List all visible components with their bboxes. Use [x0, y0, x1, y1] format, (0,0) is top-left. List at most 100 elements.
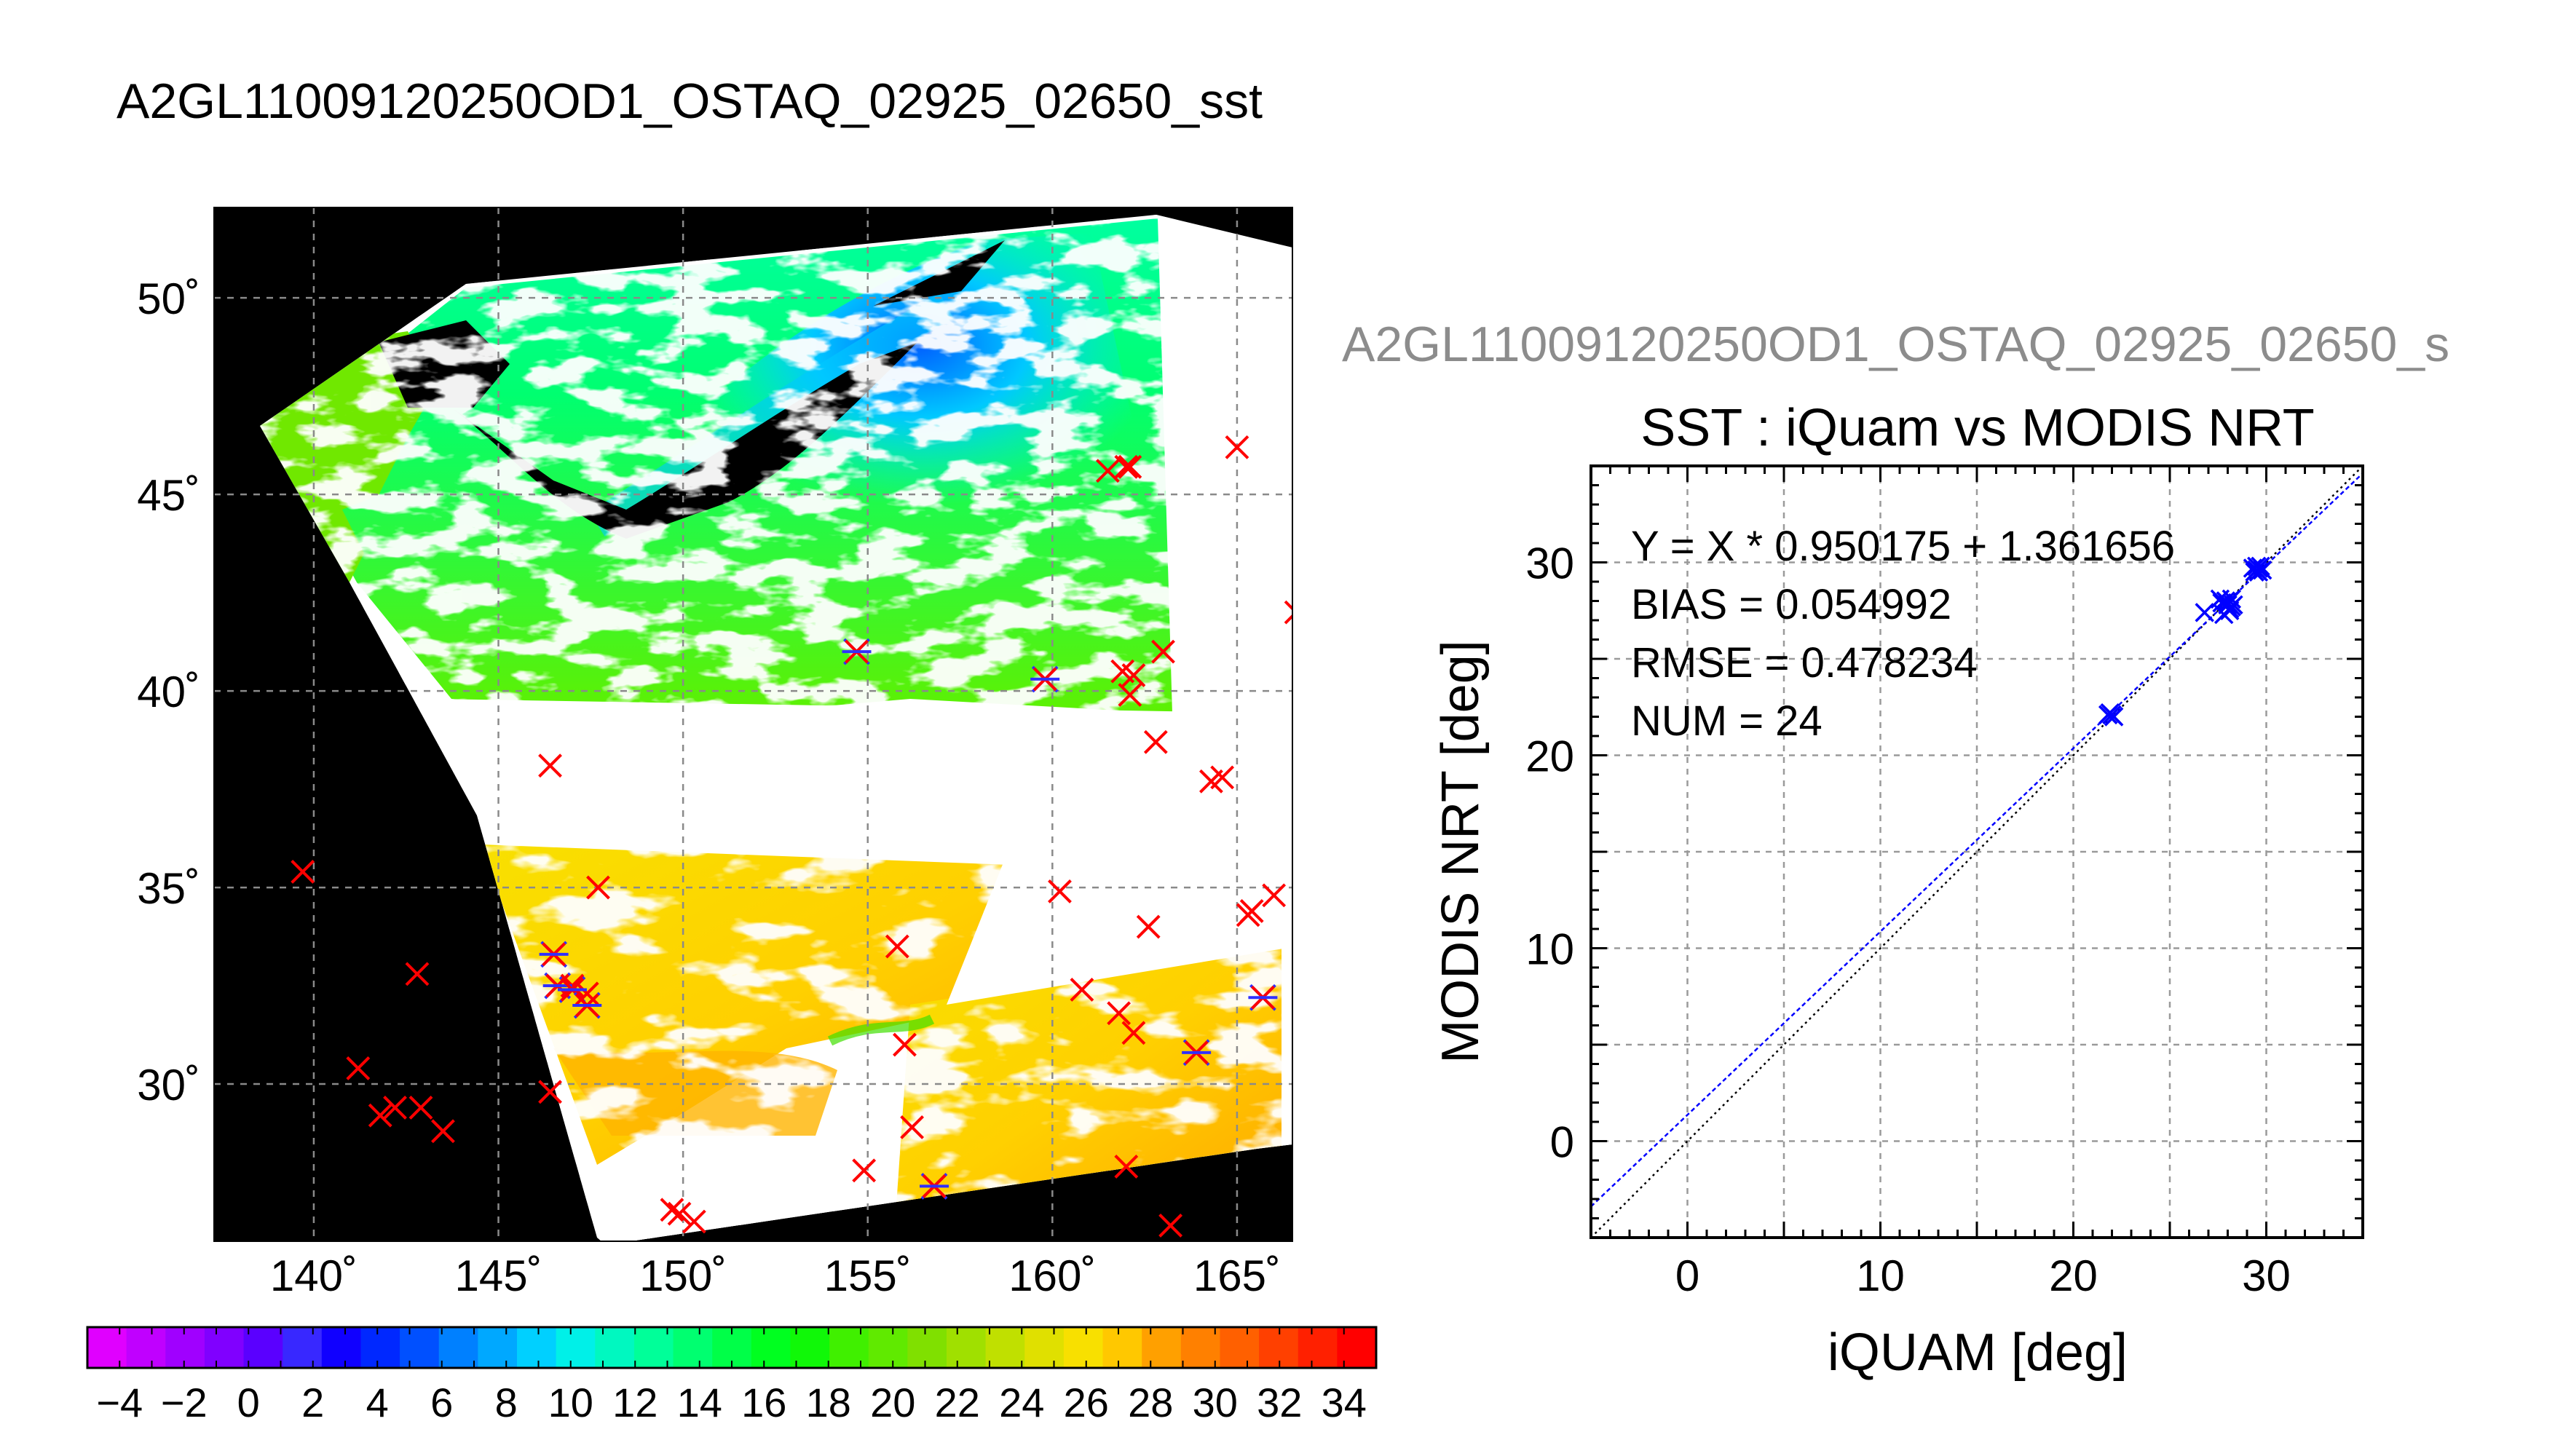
iquam-marker [346, 1056, 371, 1080]
colorbar-cell [283, 1327, 323, 1368]
iquam-marker-stroke [431, 1119, 455, 1144]
iquam-marker [383, 1096, 407, 1120]
iquam-marker-stroke [1070, 978, 1094, 1002]
iquam-marker [538, 753, 562, 778]
map-lon-tick-label: 155˚ [824, 1251, 912, 1300]
colorbar-cell [517, 1327, 557, 1368]
scatter-point [2100, 703, 2120, 723]
colorbar-cell [1063, 1327, 1104, 1368]
iquam-marker-stroke [1136, 914, 1161, 939]
iquam-marker [1210, 765, 1235, 790]
scatter-plot: SST : iQuam vs MODIS NRT 0 10 20 300102030 … [1431, 399, 2364, 1382]
iquam-marker-stroke [1296, 735, 1318, 757]
colorbar-cell [556, 1327, 596, 1368]
iquam-marker-stroke [1151, 639, 1175, 664]
scatter-point [2219, 601, 2240, 620]
colorbar-tick-label: 16 [741, 1380, 786, 1425]
iquam-marker-stroke [368, 1103, 392, 1128]
x-axis-label: iQUAM [deg] [1828, 1324, 2128, 1382]
iquam-marker [1048, 879, 1072, 903]
identity-line [1591, 466, 2363, 1238]
colorbar-cell [400, 1327, 440, 1368]
iquam-marker [1151, 639, 1175, 664]
scatter-point [2195, 603, 2214, 622]
map-lat-tick-label: 30˚ [137, 1061, 200, 1109]
colorbar-tick-label: 20 [870, 1380, 915, 1425]
scatter-x-tick-label: 10 [1856, 1251, 1905, 1300]
colorbar-cell [790, 1327, 830, 1368]
scatter-y-tick-label: 10 [1525, 925, 1574, 974]
iquam-marker-stroke [291, 860, 315, 884]
iquam-marker-stroke [1121, 663, 1146, 687]
colorbar-tick-label: 30 [1193, 1380, 1238, 1425]
sst-map: 140˚ 145˚ 150˚ 155˚ 160˚ 165˚ 30˚ 35˚ 40˚ 45˚ 50˚ [137, 207, 1318, 1300]
colorbar: −4 −2 0 2 4 6 8 10 12 14 16 18 20 22 24 26 28 30 32 34 [86, 1326, 1378, 1425]
scatter-point-stroke [2248, 562, 2269, 582]
iquam-marker-stroke [885, 934, 909, 959]
colorbar-cell [907, 1327, 947, 1368]
colorbar-cell [360, 1327, 400, 1368]
colorbar-cell [478, 1327, 518, 1368]
scatter-point-stroke [2218, 595, 2238, 615]
scatter-subtitle: A2GL11009120250OD1_OSTAQ_02925_02650_s [1342, 317, 2450, 372]
stats-line: BIAS = 0.054992 [1631, 581, 1951, 628]
colorbar-cells [87, 1327, 1377, 1368]
colorbar-cell [438, 1327, 479, 1368]
colorbar-tick-label: 28 [1128, 1380, 1173, 1425]
iquam-marker-stroke [900, 1115, 925, 1139]
map-graticule [214, 207, 1292, 1241]
map-lat-tick-label: 40˚ [137, 668, 200, 716]
colorbar-cell [126, 1327, 167, 1368]
iquam-marker-stroke [852, 1158, 877, 1183]
matchup-marker [1030, 665, 1060, 693]
scatter-point [2252, 560, 2272, 580]
iquam-marker-stroke [1107, 1001, 1132, 1026]
colorbar-cell [595, 1327, 635, 1368]
map-lon-tick-label: 150˚ [639, 1251, 727, 1300]
colorbar-tick-label: 0 [237, 1380, 260, 1425]
iquam-marker [852, 1158, 877, 1183]
iquam-marker [1284, 600, 1292, 625]
iquam-marker [1095, 459, 1120, 483]
colorbar-tick-label: 32 [1257, 1380, 1302, 1425]
iquam-marker [1114, 1155, 1139, 1179]
scatter-stats: Y = X * 0.950175 + 1.361656 BIAS = 0.0549… [1631, 523, 2175, 745]
matchup-marker [539, 941, 569, 968]
colorbar-cell [165, 1327, 205, 1368]
colorbar-cell [1337, 1327, 1377, 1368]
iquam-marker [893, 1032, 917, 1057]
iquam-marker-stroke [1239, 899, 1264, 923]
colorbar-tick-label: 2 [301, 1380, 324, 1425]
iquam-marker-stroke [1262, 883, 1287, 908]
iquam-marker-stroke [538, 753, 562, 778]
iquam-marker-stroke [1118, 683, 1142, 707]
map-lon-tick-label: 140˚ [270, 1251, 358, 1300]
scatter-point-stroke [2247, 556, 2267, 577]
iquam-marker-stroke [893, 1032, 917, 1057]
map-lat-tick-label: 50˚ [137, 274, 200, 323]
colorbar-cell [1180, 1327, 1221, 1368]
colorbar-cell [204, 1327, 245, 1368]
colorbar-cell [985, 1327, 1026, 1368]
matchup-marker [1182, 1039, 1212, 1067]
scatter-point [2222, 589, 2242, 609]
iquam-marker-stroke [1048, 879, 1072, 903]
scatter-title: SST : iQuam vs MODIS NRT [1640, 399, 2315, 457]
colorbar-cell [673, 1327, 713, 1368]
iquam-marker [667, 1201, 692, 1226]
iquam-marker-stroke [1121, 1021, 1146, 1045]
matchup-marker [557, 976, 587, 1003]
colorbar-tick-label: −4 [96, 1380, 143, 1425]
scatter-x-tick-label: 20 [2049, 1251, 2098, 1300]
iquam-marker [1239, 899, 1264, 923]
matchup-marker [842, 638, 872, 665]
scatter-point [2218, 595, 2238, 615]
colorbar-cell [1298, 1327, 1338, 1368]
iquam-marker [1121, 663, 1146, 687]
colorbar-cell [1142, 1327, 1182, 1368]
iquam-marker-stroke [682, 1209, 706, 1234]
scatter-point-stroke [2224, 595, 2243, 615]
colorbar-labels: −4 −2 0 2 4 6 8 10 12 14 16 18 20 22 24 26 28 30 32 34 [96, 1380, 1367, 1425]
iquam-marker [1121, 1021, 1146, 1045]
scatter-y-tick-label: 30 [1525, 539, 1574, 588]
